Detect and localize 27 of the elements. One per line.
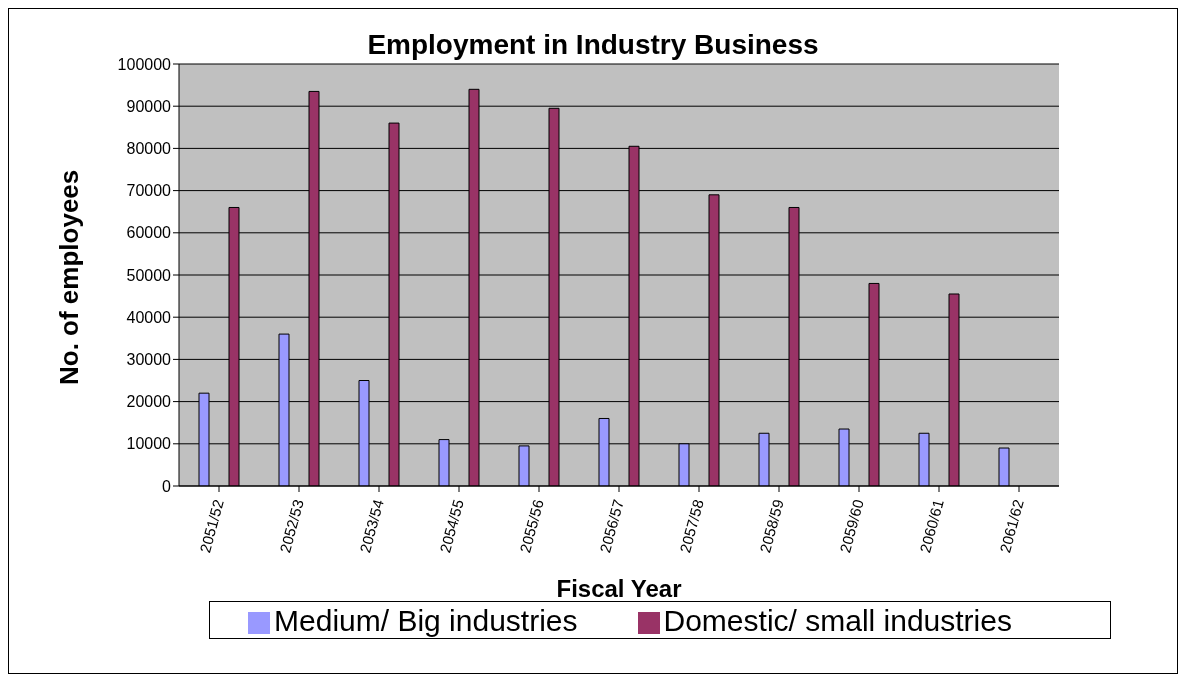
y-tick-label: 0 (162, 477, 172, 495)
x-tick-label: 2058/59 (756, 497, 787, 555)
chart-title: Employment in Industry Business (367, 29, 819, 60)
y-tick-label: 100000 (117, 55, 172, 73)
y-tick-label: 10000 (126, 435, 172, 453)
y-tick-label: 30000 (126, 351, 172, 369)
x-tick-label: 2052/53 (276, 497, 307, 555)
x-axis-title: Fiscal Year (556, 575, 682, 602)
x-tick-label: 2051/52 (196, 497, 227, 555)
legend-label: Medium/ Big industries (274, 604, 578, 637)
y-tick-label: 90000 (126, 97, 172, 115)
y-axis-title: No. of employees (54, 169, 85, 385)
x-tick-label: 2054/55 (436, 497, 467, 555)
y-tick-label: 20000 (126, 393, 172, 411)
x-tick-label: 2060/61 (916, 497, 947, 555)
y-tick-label: 50000 (126, 266, 172, 284)
legend-label: Domestic/ small industries (663, 604, 1012, 637)
x-tick-label: 2061/62 (996, 497, 1027, 555)
y-tick-label: 70000 (126, 182, 172, 200)
y-tick-label: 40000 (126, 308, 172, 326)
x-tick-label: 2059/60 (836, 497, 867, 555)
x-tick-label: 2055/56 (516, 497, 547, 555)
y-tick-label: 80000 (126, 140, 172, 158)
x-tick-label: 2057/58 (676, 497, 707, 555)
x-tick-label: 2053/54 (356, 497, 387, 555)
x-tick-label: 2056/57 (596, 497, 627, 555)
y-tick-label: 60000 (126, 224, 172, 242)
